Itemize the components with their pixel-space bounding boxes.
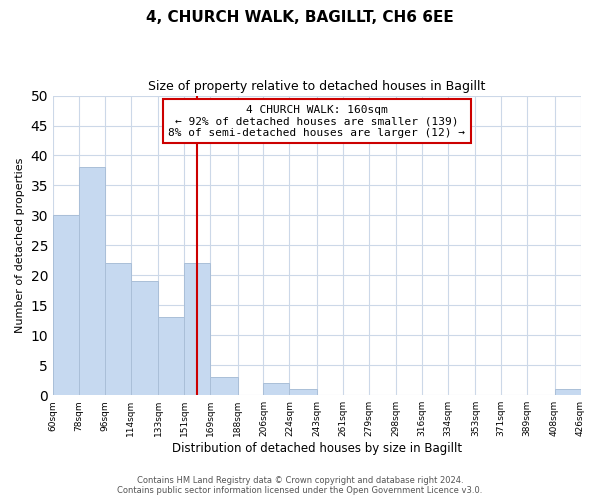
Bar <box>263 383 289 395</box>
Text: 4 CHURCH WALK: 160sqm
← 92% of detached houses are smaller (139)
8% of semi-deta: 4 CHURCH WALK: 160sqm ← 92% of detached … <box>168 104 465 138</box>
Text: 4, CHURCH WALK, BAGILLT, CH6 6EE: 4, CHURCH WALK, BAGILLT, CH6 6EE <box>146 10 454 25</box>
Bar <box>554 389 581 395</box>
Bar <box>210 377 238 395</box>
Bar <box>289 389 317 395</box>
Y-axis label: Number of detached properties: Number of detached properties <box>15 158 25 333</box>
Bar <box>53 216 79 395</box>
X-axis label: Distribution of detached houses by size in Bagillt: Distribution of detached houses by size … <box>172 442 462 455</box>
Bar <box>158 318 184 395</box>
Bar <box>131 282 158 395</box>
Title: Size of property relative to detached houses in Bagillt: Size of property relative to detached ho… <box>148 80 485 93</box>
Bar <box>105 264 131 395</box>
Bar <box>79 168 105 395</box>
Text: Contains HM Land Registry data © Crown copyright and database right 2024.
Contai: Contains HM Land Registry data © Crown c… <box>118 476 482 495</box>
Bar <box>184 264 210 395</box>
